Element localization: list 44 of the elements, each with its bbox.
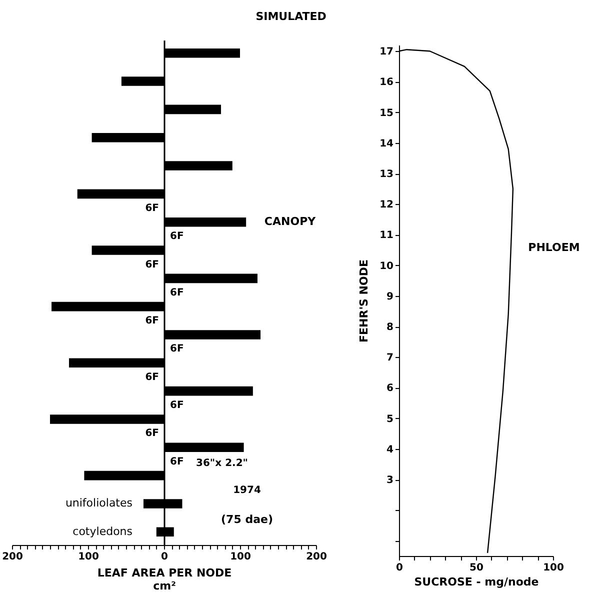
annotation: 1974 (233, 485, 261, 496)
y-tick-label: 6 (386, 383, 394, 394)
annotation: 6F (170, 344, 184, 355)
y-tick-label: 9 (386, 291, 394, 302)
y-tick-label: 10 (380, 260, 394, 272)
annotation: 6F (145, 428, 159, 440)
y-tick-label: 13 (380, 169, 394, 180)
y-tick-label: 7 (386, 352, 394, 364)
y-tick-label: 11 (380, 230, 394, 242)
y-tick-label: 3 (386, 475, 394, 486)
x-tick-label: 200 (2, 552, 23, 562)
annotation: 6F (145, 372, 159, 383)
y-tick-label: unifoliolates (65, 496, 133, 510)
annotation: 6F (145, 316, 159, 327)
y-tick-label: 17 (380, 46, 394, 58)
x-tick-label: 200 (306, 552, 327, 562)
x-tick-label: 50 (470, 562, 484, 574)
annotation: CANOPY (264, 215, 317, 228)
annotation: 6F (170, 456, 184, 468)
y-tick-label: 5 (386, 414, 394, 425)
annotation: 36"x 2.2" (196, 458, 248, 469)
x-tick-label: 0 (161, 552, 168, 562)
x-tick-label: 0 (396, 562, 404, 574)
x-tick-label: 100 (543, 562, 564, 574)
chart-title: SIMULATED (256, 10, 326, 23)
annotation: 6F (170, 231, 184, 242)
y-tick-label: 14 (380, 138, 394, 150)
x-axis-title: LEAF AREA PER NODE cm² (97, 566, 232, 592)
annotation: 6F (170, 287, 184, 298)
annotation: PHLOEM (528, 241, 580, 254)
x-tick-label: 100 (230, 552, 251, 562)
y-tick-label: cotyledons (72, 524, 133, 538)
annotation: (75 dae) (221, 513, 273, 526)
y-tick-label: 12 (380, 200, 394, 211)
y-tick-label: 15 (380, 108, 394, 119)
annotation: 6F (145, 202, 159, 214)
y-tick-label: 16 (380, 77, 394, 88)
y-tick-label: 4 (386, 444, 394, 456)
y-axis-title: FEHR'S NODE (358, 259, 371, 343)
x-axis-title: SUCROSE - mg/node (414, 576, 539, 588)
annotation: 6F (145, 259, 159, 270)
annotation: 6F (170, 400, 184, 412)
y-tick-label: 8 (386, 322, 394, 334)
x-tick-label: 100 (78, 552, 99, 562)
